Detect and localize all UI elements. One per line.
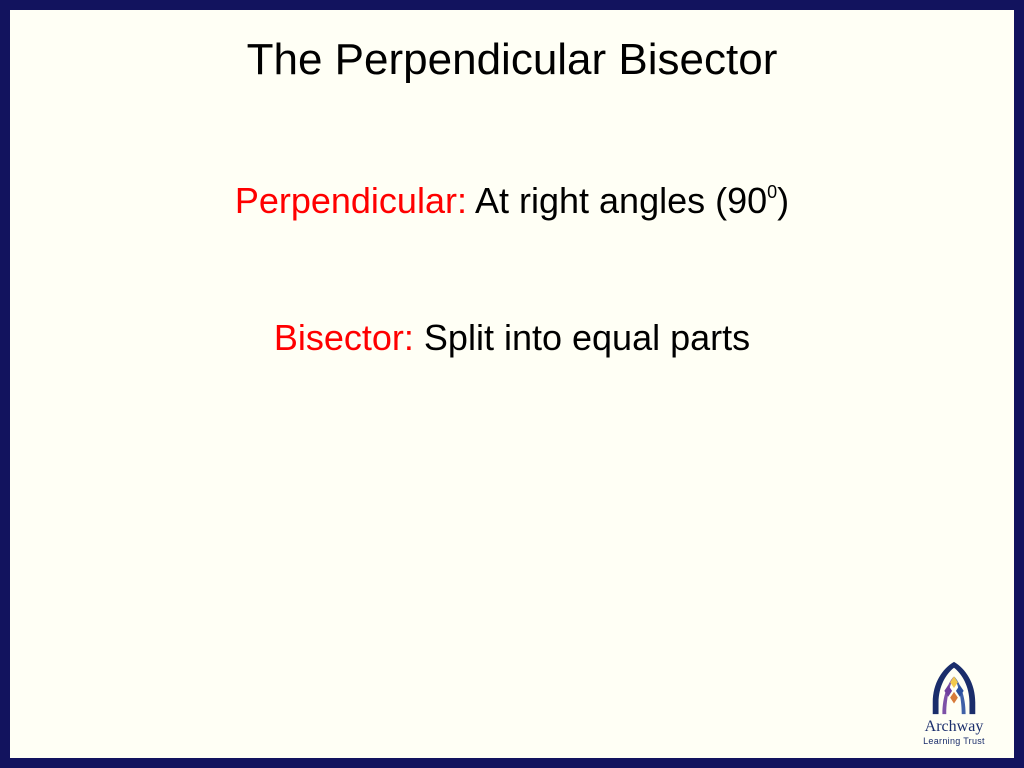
logo-archway: Archway Learning Trust: [909, 659, 999, 746]
archway-icon: [925, 659, 983, 717]
logo-name: Archway: [909, 719, 999, 736]
term-body-pre: At right angles (90: [467, 180, 767, 221]
diamond-top-icon: [950, 677, 958, 689]
slide-title: The Perpendicular Bisector: [10, 35, 1014, 85]
slide-frame: The Perpendicular Bisector Perpendicular…: [0, 0, 1024, 768]
term-superscript: 0: [767, 182, 777, 202]
term-body-post: ): [777, 180, 789, 221]
term-label: Perpendicular:: [235, 180, 467, 221]
logo-subtitle: Learning Trust: [909, 736, 999, 746]
definition-bisector: Bisector: Split into equal parts: [10, 317, 1014, 359]
definition-perpendicular: Perpendicular: At right angles (900): [10, 180, 1014, 222]
term-label: Bisector:: [274, 317, 414, 358]
definitions-block: Perpendicular: At right angles (900) Bis…: [10, 180, 1014, 359]
diamond-bottom-icon: [950, 692, 958, 704]
term-body-pre: Split into equal parts: [414, 317, 750, 358]
